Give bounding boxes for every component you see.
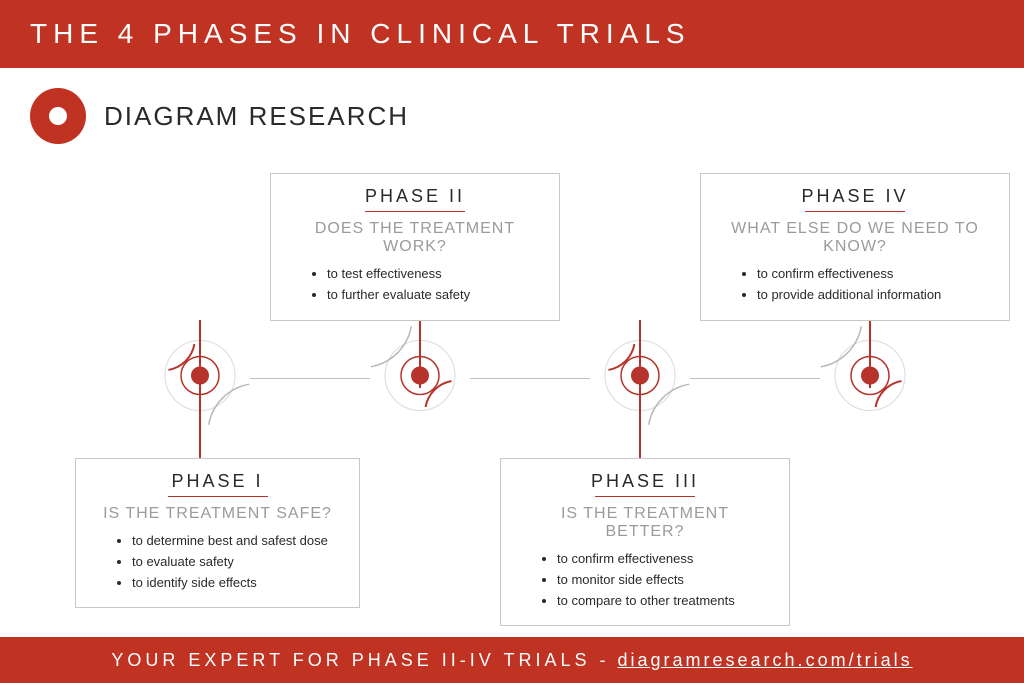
phase-bullet: to test effectiveness xyxy=(327,264,541,285)
phase-subtitle: IS THE TREATMENT SAFE? xyxy=(94,505,341,523)
timeline-connector xyxy=(470,378,590,379)
page-title: THE 4 PHASES IN CLINICAL TRIALS xyxy=(30,18,691,50)
phase-bullets: to test effectivenessto further evaluate… xyxy=(289,264,541,306)
connector-line xyxy=(199,320,201,460)
timeline-diagram: PHASE I IS THE TREATMENT SAFE? to determin… xyxy=(0,160,1024,630)
footer-bar: YOUR EXPERT FOR PHASE II-IV TRIALS - dia… xyxy=(0,637,1024,683)
phase-subtitle: IS THE TREATMENT BETTER? xyxy=(519,505,771,541)
phase-bullet: to further evaluate safety xyxy=(327,285,541,306)
phase-bullet: to identify side effects xyxy=(132,573,341,594)
connector-line xyxy=(639,320,641,460)
title-underline xyxy=(168,496,268,497)
logo-inner-dot-icon xyxy=(49,107,67,125)
phase-bullet: to provide additional information xyxy=(757,285,991,306)
company-name: DIAGRAM RESEARCH xyxy=(104,101,409,132)
phase-title: PHASE I xyxy=(94,471,341,492)
phase-bullet: to compare to other treatments xyxy=(557,591,771,612)
phase-bullet: to monitor side effects xyxy=(557,570,771,591)
phase-bullets: to confirm effectivenessto monitor side … xyxy=(519,549,771,611)
footer-link[interactable]: diagramresearch.com/trials xyxy=(618,650,913,671)
phase-card: PHASE II DOES THE TREATMENT WORK? to test … xyxy=(270,173,560,321)
title-underline xyxy=(595,496,695,497)
phase-title: PHASE III xyxy=(519,471,771,492)
phase-title: PHASE IV xyxy=(719,186,991,207)
phase-card: PHASE III IS THE TREATMENT BETTER? to conf… xyxy=(500,458,790,626)
title-underline xyxy=(805,211,905,212)
company-logo-icon xyxy=(30,88,86,144)
phase-bullet: to confirm effectiveness xyxy=(757,264,991,285)
phase-title: PHASE II xyxy=(289,186,541,207)
phase-bullet: to evaluate safety xyxy=(132,552,341,573)
company-row: DIAGRAM RESEARCH xyxy=(0,68,1024,144)
phase-bullet: to determine best and safest dose xyxy=(132,531,341,552)
phase-card: PHASE IV WHAT ELSE DO WE NEED TO KNOW? to … xyxy=(700,173,1010,321)
timeline-connector xyxy=(250,378,370,379)
title-underline xyxy=(365,211,465,212)
phase-bullets: to confirm effectivenessto provide addit… xyxy=(719,264,991,306)
phase-bullet: to confirm effectiveness xyxy=(557,549,771,570)
phase-subtitle: WHAT ELSE DO WE NEED TO KNOW? xyxy=(719,220,991,256)
phase-bullets: to determine best and safest doseto eval… xyxy=(94,531,341,593)
header-bar: THE 4 PHASES IN CLINICAL TRIALS xyxy=(0,0,1024,68)
footer-text: YOUR EXPERT FOR PHASE II-IV TRIALS - xyxy=(111,650,609,671)
phase-subtitle: DOES THE TREATMENT WORK? xyxy=(289,220,541,256)
phase-card: PHASE I IS THE TREATMENT SAFE? to determin… xyxy=(75,458,360,608)
timeline-connector xyxy=(690,378,820,379)
